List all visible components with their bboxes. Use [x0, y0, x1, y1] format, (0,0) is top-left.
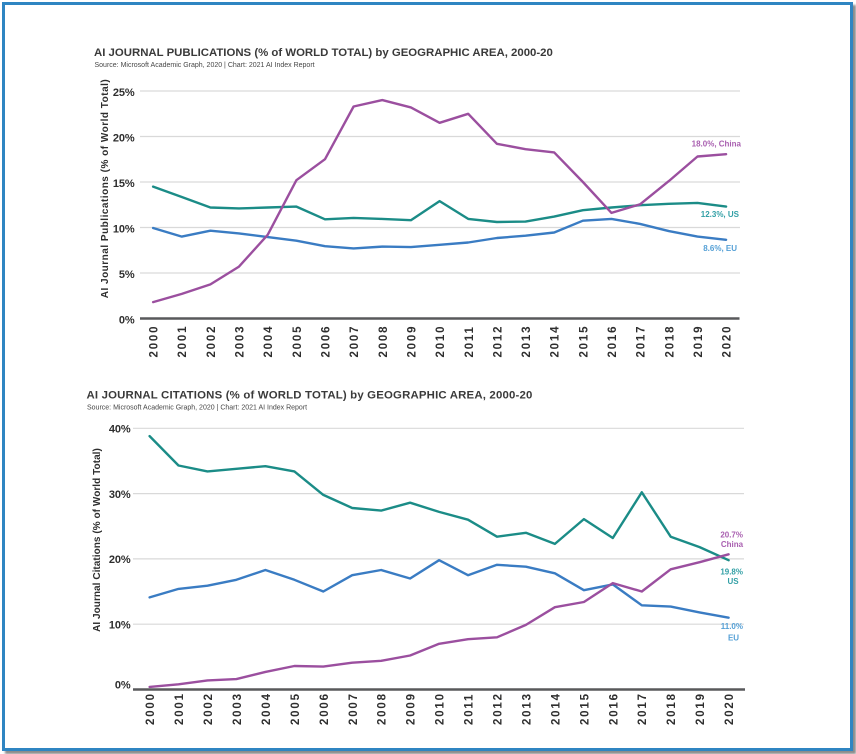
svg-text:2010: 2010 [435, 692, 447, 725]
svg-text:2011: 2011 [464, 693, 476, 725]
svg-text:2007: 2007 [348, 692, 360, 725]
svg-text:2003: 2003 [232, 692, 244, 725]
svg-text:10%: 10% [113, 224, 135, 236]
svg-text:2014: 2014 [550, 692, 562, 725]
svg-text:AI JOURNAL CITATIONS (% of WOR: AI JOURNAL CITATIONS (% of WORLD TOTAL) … [87, 390, 533, 402]
svg-text:AI Journal Citations (% of Wor: AI Journal Citations (% of World Total) [92, 448, 103, 632]
svg-text:18.0%, China: 18.0%, China [692, 140, 742, 149]
svg-text:Source: Microsoft Academic Gra: Source: Microsoft Academic Graph, 2020 |… [95, 62, 315, 69]
svg-text:2006: 2006 [319, 692, 331, 725]
svg-text:2000: 2000 [145, 692, 157, 725]
svg-text:2015: 2015 [579, 692, 591, 725]
svg-text:2009: 2009 [406, 692, 418, 725]
svg-text:2006: 2006 [321, 325, 333, 358]
svg-text:2002: 2002 [203, 692, 215, 725]
svg-text:2012: 2012 [492, 325, 504, 358]
svg-text:2005: 2005 [292, 325, 304, 358]
svg-text:20%: 20% [109, 554, 131, 566]
svg-text:2001: 2001 [174, 692, 186, 725]
svg-text:2016: 2016 [608, 692, 620, 725]
svg-text:2019: 2019 [693, 325, 705, 358]
svg-text:2000: 2000 [149, 325, 161, 358]
svg-text:2007: 2007 [349, 325, 361, 358]
svg-text:2020: 2020 [722, 325, 734, 358]
svg-text:2017: 2017 [637, 692, 649, 725]
svg-text:2003: 2003 [235, 325, 247, 358]
svg-text:2005: 2005 [290, 692, 302, 725]
svg-text:2004: 2004 [263, 325, 275, 358]
svg-text:EU: EU [728, 634, 739, 643]
svg-text:2017: 2017 [636, 325, 648, 358]
svg-text:8.6%, EU: 8.6%, EU [703, 244, 737, 253]
svg-text:US: US [727, 577, 739, 586]
svg-text:2018: 2018 [666, 692, 678, 725]
svg-text:2020: 2020 [724, 692, 736, 725]
svg-text:China: China [721, 540, 744, 549]
svg-text:40%: 40% [109, 424, 131, 436]
svg-text:25%: 25% [113, 87, 135, 99]
svg-text:20.7%: 20.7% [720, 530, 743, 539]
svg-text:11.0%: 11.0% [721, 622, 743, 631]
svg-text:0%: 0% [119, 315, 135, 327]
svg-text:2016: 2016 [607, 325, 619, 358]
svg-text:2002: 2002 [206, 325, 218, 358]
svg-text:2009: 2009 [406, 325, 418, 358]
svg-text:20%: 20% [113, 133, 135, 145]
svg-text:5%: 5% [119, 269, 135, 281]
svg-text:2008: 2008 [377, 692, 389, 725]
svg-text:2019: 2019 [695, 692, 707, 725]
svg-text:15%: 15% [113, 178, 135, 190]
svg-text:2018: 2018 [664, 325, 676, 358]
svg-text:2014: 2014 [550, 325, 562, 358]
svg-text:2004: 2004 [261, 692, 273, 725]
svg-text:2013: 2013 [521, 692, 533, 725]
svg-text:2008: 2008 [378, 325, 390, 358]
svg-text:0%: 0% [115, 679, 131, 691]
svg-text:10%: 10% [109, 620, 131, 632]
svg-text:30%: 30% [109, 489, 131, 501]
svg-text:12.3%, US: 12.3%, US [701, 210, 740, 219]
svg-text:2011: 2011 [464, 325, 476, 357]
svg-text:Source: Microsoft Academic Gra: Source: Microsoft Academic Graph, 2020 |… [87, 405, 307, 412]
svg-text:AI JOURNAL PUBLICATIONS (% of: AI JOURNAL PUBLICATIONS (% of WORLD TOTA… [94, 47, 553, 59]
svg-text:19.8%: 19.8% [720, 568, 743, 577]
svg-text:2010: 2010 [435, 325, 447, 358]
svg-text:2012: 2012 [493, 692, 505, 725]
svg-text:2013: 2013 [521, 325, 533, 358]
svg-text:AI Journal Publications (% of: AI Journal Publications (% of World Tota… [100, 79, 111, 299]
svg-text:2015: 2015 [578, 325, 590, 358]
svg-text:2001: 2001 [177, 325, 189, 358]
